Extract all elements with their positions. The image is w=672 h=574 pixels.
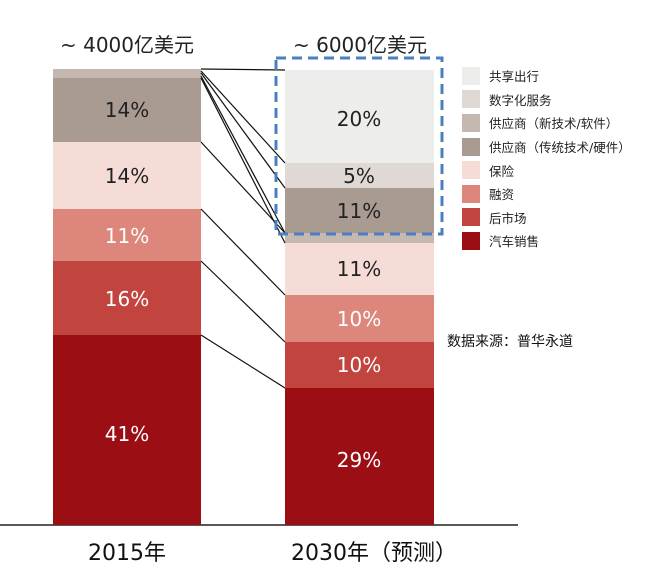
legend-label: 后市场	[489, 210, 527, 226]
data-label: 10%	[337, 307, 381, 331]
legend-swatch	[462, 137, 480, 156]
connector-line	[200, 260, 286, 343]
legend-item: 数字化服务	[462, 88, 631, 112]
connector-line	[200, 72, 286, 189]
bar-2015-segment-insurance	[53, 142, 201, 209]
bar-2015-segment-car-sales	[53, 335, 201, 525]
bar-2015-segment-software	[53, 69, 201, 78]
bar-2015-total: ~ 4000亿美元	[60, 33, 194, 57]
data-label: 5%	[343, 164, 375, 188]
bar-2030-segment-digital-services	[285, 163, 434, 188]
legend-item: 供应商（传统技术/硬件）	[462, 135, 631, 159]
bar-2030-segment-aftermarket	[285, 342, 434, 388]
legend-label: 共享出行	[489, 69, 540, 85]
legend-item: 保险	[462, 158, 631, 182]
connector-line	[200, 334, 286, 389]
legend-item: 融资	[462, 182, 631, 206]
bar-2030-segment-hardware	[285, 188, 434, 233]
legend-label: 供应商（新技术/软件）	[489, 116, 619, 132]
highlight-box	[274, 56, 444, 236]
data-label: 11%	[337, 199, 381, 223]
connector-line	[200, 70, 286, 164]
connector-line	[200, 68, 286, 71]
legend-swatch	[462, 113, 480, 132]
legend-item: 供应商（新技术/软件）	[462, 111, 631, 135]
bar-2030	[285, 70, 434, 525]
bar-2030-segment-car-sales	[285, 388, 434, 525]
data-label: 11%	[105, 224, 149, 248]
data-label: 41%	[105, 422, 149, 446]
legend-item: 共享出行	[462, 64, 631, 88]
legend-swatch	[462, 90, 480, 109]
bar-2030-segment-ride-sharing	[285, 70, 434, 163]
data-label: 10%	[337, 353, 381, 377]
connector-line	[200, 77, 286, 244]
connector-line	[200, 141, 286, 234]
x-tick-label: 2015年	[88, 541, 166, 566]
legend-label: 供应商（传统技术/硬件）	[489, 140, 631, 156]
legend-swatch	[462, 66, 480, 85]
data-label: 20%	[337, 107, 381, 131]
data-label: 14%	[105, 98, 149, 122]
connector-lines	[200, 68, 286, 389]
data-label: 29%	[337, 448, 381, 472]
x-tick-label: 2030年（预测）	[291, 541, 457, 566]
data-label: 14%	[105, 164, 149, 188]
legend-swatch	[462, 208, 480, 227]
data-label: 11%	[337, 257, 381, 281]
bar-2030-segment-insurance	[285, 243, 434, 295]
connector-line	[200, 75, 286, 234]
legend-swatch	[462, 231, 480, 250]
bar-2030-segment-software	[285, 233, 434, 243]
bar-2015-segment-financing	[53, 209, 201, 261]
bar-2030-segment-financing	[285, 295, 434, 342]
bar-2015-segment-aftermarket	[53, 261, 201, 335]
legend-label: 融资	[489, 187, 515, 203]
legend-swatch	[462, 161, 480, 180]
data-label: 16%	[105, 287, 149, 311]
connector-line	[200, 208, 286, 296]
legend: 共享出行 数字化服务 供应商（新技术/软件） 供应商（传统技术/硬件） 保险 融…	[462, 64, 631, 253]
bar-2015	[53, 69, 201, 525]
legend-label: 汽车销售	[489, 234, 540, 250]
bar-2015-segment-hardware	[53, 78, 201, 142]
legend-swatch	[462, 184, 480, 203]
bar-2030-total: ~ 6000亿美元	[293, 33, 427, 57]
legend-item: 汽车销售	[462, 229, 631, 253]
legend-label: 保险	[489, 163, 515, 179]
source-note: 数据来源：普华永道	[447, 334, 573, 350]
legend-label: 数字化服务	[489, 92, 552, 108]
legend-item: 后市场	[462, 206, 631, 230]
